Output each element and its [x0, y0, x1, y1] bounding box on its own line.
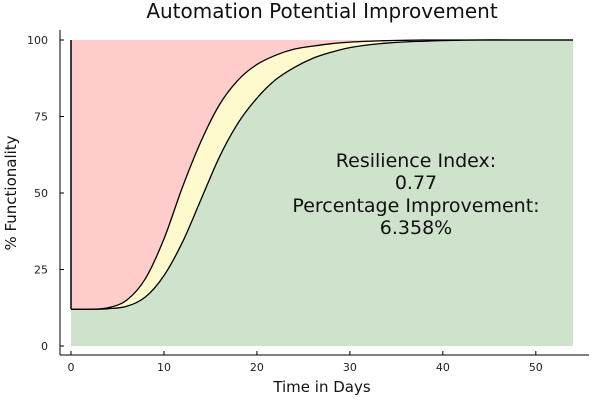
y-tick-label: 0 — [41, 340, 48, 353]
annotation-line-3: Percentage Improvement: — [292, 195, 539, 217]
x-tick-label: 20 — [250, 361, 264, 374]
lower-curve — [70, 39, 573, 310]
y-tick-label: 50 — [34, 187, 48, 200]
chart-regions — [71, 39, 573, 346]
loss-region — [71, 39, 573, 310]
chart-curves — [70, 39, 573, 311]
y-tick-label: 25 — [34, 264, 48, 277]
y-tick-label: 75 — [34, 111, 48, 124]
x-tick-label: 0 — [68, 361, 75, 374]
y-tick-label: 100 — [27, 34, 48, 47]
x-tick-label: 50 — [529, 361, 543, 374]
annotation-line-1: Resilience Index: — [336, 150, 496, 172]
recovered-region — [71, 39, 573, 346]
annotation-line-4: 6.358% — [380, 217, 452, 239]
y-axis-title: % Functionality — [2, 135, 20, 250]
chart-axes: 0 10 20 30 40 50 0 25 50 75 100 — [27, 30, 589, 374]
upper-curve — [70, 39, 573, 311]
x-tick-label: 30 — [343, 361, 357, 374]
chart-title: Automation Potential Improvement — [146, 0, 498, 23]
x-tick-label: 40 — [436, 361, 450, 374]
x-axis-title: Time in Days — [272, 378, 371, 396]
chart-annotation: Resilience Index: 0.77 Percentage Improv… — [292, 150, 539, 239]
annotation-line-2: 0.77 — [395, 172, 437, 194]
x-tick-label: 10 — [157, 361, 171, 374]
